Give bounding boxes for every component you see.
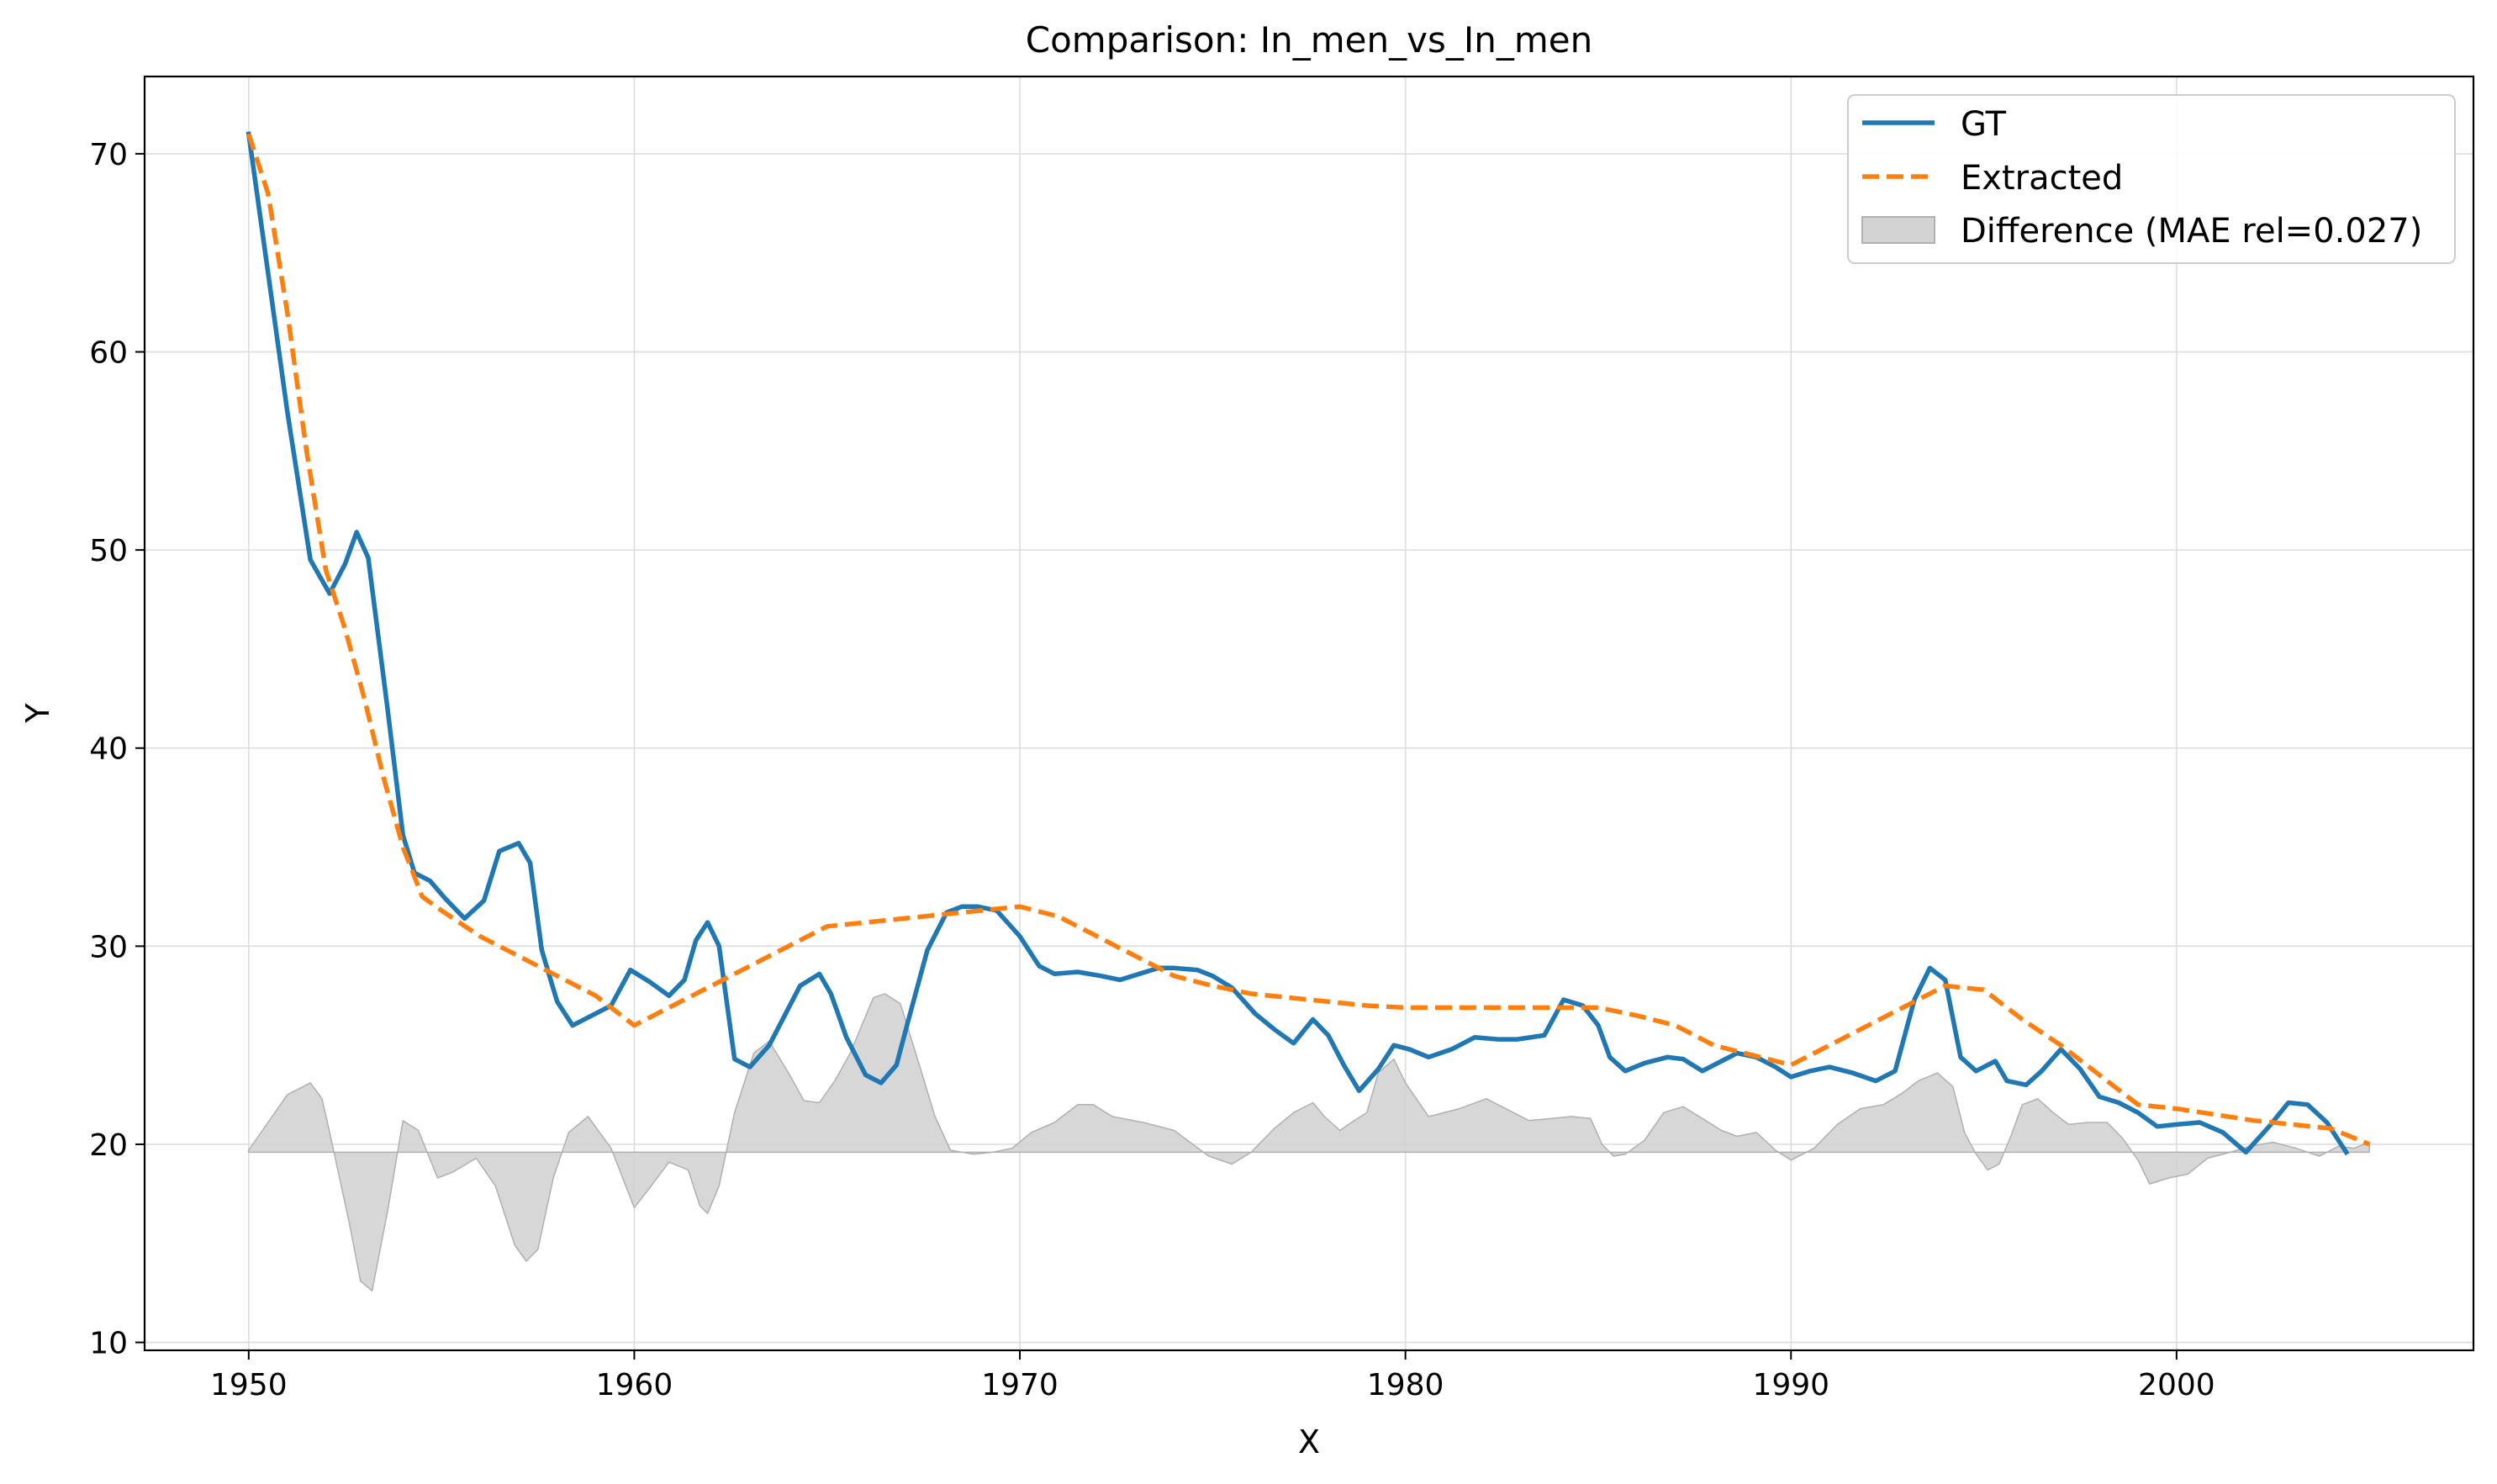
- legend-label-extracted: Extracted: [1961, 159, 2123, 198]
- y-tick-label: 60: [89, 336, 128, 371]
- legend-swatch-difference: [1861, 216, 1935, 244]
- y-tick-label: 70: [89, 138, 128, 172]
- series-lines: [245, 131, 2371, 1156]
- x-axis-label: X: [1298, 1423, 1320, 1460]
- legend-label-gt: GT: [1961, 105, 2007, 144]
- legend-box: [1847, 94, 2456, 264]
- y-tick-label: 20: [89, 1128, 128, 1163]
- y-axis-label: Y: [19, 703, 56, 724]
- gt-line: [245, 131, 2350, 1156]
- plot-frame: [143, 75, 2475, 1352]
- x-tick-label: 1970: [981, 1368, 1058, 1402]
- x-tick-label: 2000: [2138, 1368, 2215, 1402]
- legend: GT Extracted Difference (MAE rel=0.027): [1847, 94, 2456, 264]
- x-axis-ticks: 1950 1960 1970 1980 1990 2000: [210, 1350, 2215, 1402]
- gridlines: [145, 77, 2473, 1350]
- y-axis-ticks: 10 20 30 40 50 60 70: [89, 138, 145, 1361]
- y-tick-label: 40: [89, 732, 128, 767]
- x-tick-label: 1960: [596, 1368, 673, 1402]
- difference-area: [248, 993, 2370, 1292]
- difference-fill: [248, 993, 2370, 1292]
- chart-title: Comparison: In_men_vs_In_men: [1026, 19, 1592, 61]
- x-tick-label: 1980: [1367, 1368, 1444, 1402]
- x-tick-label: 1950: [210, 1368, 288, 1402]
- legend-label-difference: Difference (MAE rel=0.027): [1961, 212, 2422, 251]
- y-tick-label: 10: [89, 1327, 128, 1361]
- y-tick-label: 50: [89, 534, 128, 568]
- extracted-line: [246, 133, 2371, 1147]
- y-tick-label: 30: [89, 930, 128, 964]
- x-tick-label: 1990: [1752, 1368, 1829, 1402]
